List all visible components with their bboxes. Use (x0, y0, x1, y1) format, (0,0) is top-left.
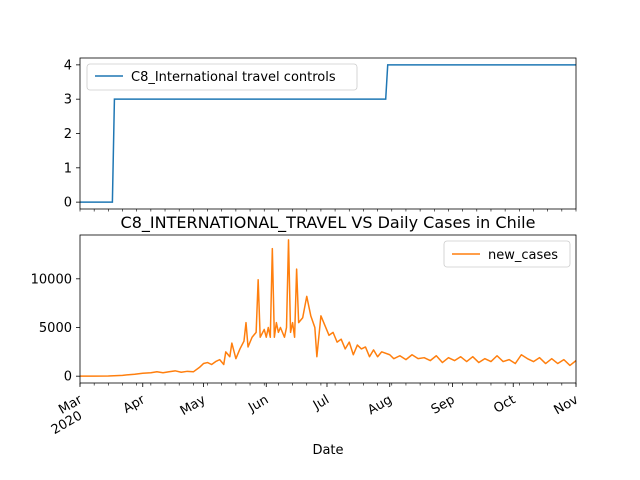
series-line-new-cases (80, 239, 577, 377)
y-tick-label: 2 (64, 127, 72, 142)
top-y-ticks: 0 1 2 3 4 (64, 58, 80, 211)
top-legend-box (86, 63, 358, 91)
y-tick-label: 4 (64, 58, 72, 73)
series-line-c8-international-travel-controls (80, 64, 576, 203)
top-subplot: 0 1 2 3 4 C8_International travel controls (64, 57, 577, 212)
top-legend-label: C8_International travel controls (131, 70, 336, 85)
y-tick-label: 0 (64, 196, 72, 211)
bottom-legend: new_cases (443, 240, 571, 268)
y-tick-label: 5000 (39, 321, 72, 336)
x-axis-label: Date (312, 443, 343, 458)
bottom-y-ticks: 0 5000 10000 (31, 272, 80, 385)
bottom-axes-frame (79, 234, 577, 384)
top-axes-frame (79, 57, 577, 210)
top-legend: C8_International travel controls (86, 63, 358, 91)
y-tick-label: 10000 (31, 272, 72, 287)
chart-title: C8_INTERNATIONAL_TRAVEL VS Daily Cases i… (121, 213, 536, 233)
y-tick-label: 1 (64, 161, 72, 176)
y-tick-label: 3 (64, 93, 72, 108)
x-tick-label: Jul (310, 392, 332, 413)
y-tick-label: 0 (64, 370, 72, 385)
bottom-legend-label: new_cases (488, 248, 558, 263)
bottom-legend-box (443, 240, 571, 268)
top-x-minor-ticks (79, 209, 577, 212)
